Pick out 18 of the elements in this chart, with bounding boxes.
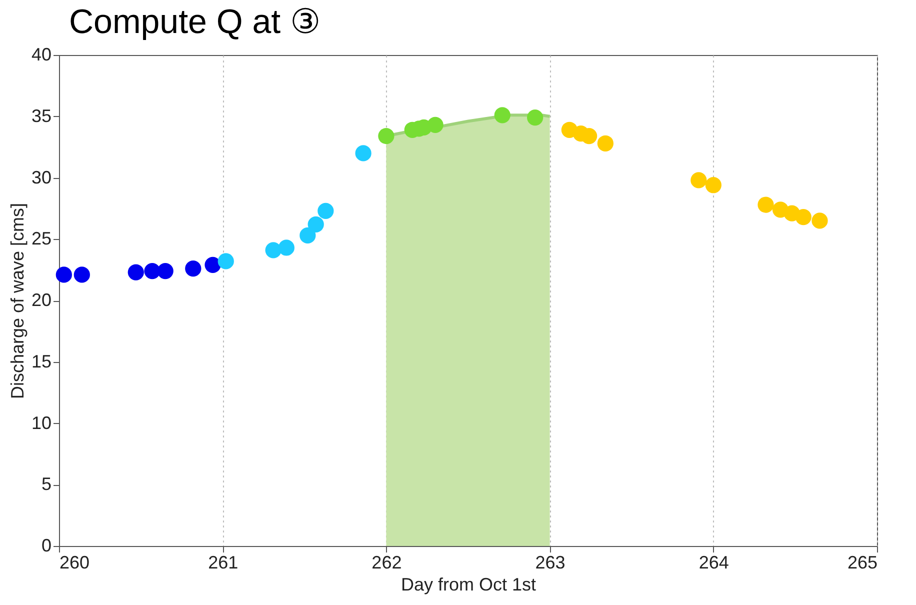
x-tick-label: 261: [208, 552, 238, 572]
y-tick-label: 30: [31, 167, 52, 188]
y-tick-label: 15: [31, 351, 52, 372]
x-axis-title: Day from Oct 1st: [400, 574, 536, 594]
y-tick-label: 10: [31, 412, 52, 433]
x-tick-label: 260: [60, 552, 90, 572]
x-tick-label: 263: [535, 552, 566, 572]
x-tick-label: 265: [847, 552, 878, 572]
y-tick-label: 5: [41, 474, 52, 494]
y-tick-label: 35: [31, 106, 52, 126]
chart-title: Compute Q at ③: [68, 3, 321, 41]
x-tick-label: 264: [698, 552, 729, 572]
y-tick-label: 20: [31, 290, 52, 310]
x-tick-label: 262: [372, 552, 402, 572]
y-axis-title: Discharge of wave [cms]: [7, 202, 28, 400]
y-tick-label: 40: [31, 44, 52, 64]
y-tick-label: 25: [31, 228, 52, 249]
y-tick-label: 0: [41, 536, 52, 556]
